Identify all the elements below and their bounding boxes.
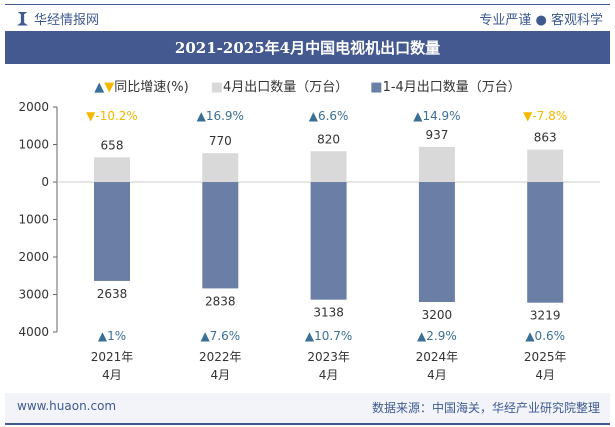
bar-cumulative (202, 182, 239, 289)
y-tick-label: 4000 (18, 325, 49, 339)
x-tick-label: 4月 (102, 368, 122, 382)
triangle-up-icon: ▲ (94, 80, 105, 95)
top-rule (5, 4, 610, 5)
x-tick-label: 4月 (319, 368, 339, 382)
bar-april (310, 151, 347, 182)
legend-growth: ▲▼同比增速(%) (94, 80, 189, 95)
growth-label-cumulative: ▲0.6% (525, 329, 565, 343)
bar-cumulative (418, 182, 455, 302)
growth-label-april: ▲16.9% (197, 109, 244, 123)
growth-label-april: ▲14.9% (413, 109, 460, 123)
chart-plot: 2000 1000 0 1000 2000 3000 4000 658 2638 ▼-10.2% ▲… (18, 100, 600, 382)
brand: 华经情报网 (17, 9, 99, 28)
growth-label-april: ▼-10.2% (86, 109, 138, 123)
y-tick-label: 3000 (18, 288, 49, 302)
y-tick-label: 2000 (18, 250, 49, 264)
data-label-cumulative: 2838 (205, 294, 236, 308)
growth-label-cumulative: ▲2.9% (417, 329, 457, 343)
data-label-april: 863 (534, 131, 557, 145)
data-label-cumulative: 3219 (530, 309, 561, 323)
square-icon: ■ (210, 80, 223, 95)
brand-name: 华经情报网 (34, 13, 100, 28)
square-icon: ■ (370, 80, 383, 95)
legend: ▲▼同比增速(%) ■4月出口数量（万台） ■1-4月出口数量（万台） (0, 76, 615, 95)
y-tick-label: 0 (41, 175, 49, 189)
growth-label-cumulative: ▲1% (98, 329, 126, 343)
bar-cumulative (310, 182, 347, 300)
footer-url[interactable]: www.huaon.com (17, 399, 117, 413)
bar-april (94, 157, 130, 182)
footer: www.huaon.com 数据来源：中国海关，华经产业研究院整理 (5, 393, 610, 425)
y-tick-label: 1000 (18, 213, 49, 227)
data-label-cumulative: 3138 (313, 306, 344, 320)
bar-april (527, 149, 564, 182)
bar-april (418, 146, 455, 182)
x-tick-label: 4月 (535, 368, 555, 382)
data-label-april: 937 (425, 128, 448, 142)
x-tick-label: 2023年 (307, 350, 350, 364)
data-label-cumulative: 3200 (422, 308, 453, 322)
x-tick-label: 4月 (210, 368, 230, 382)
data-label-cumulative: 2638 (97, 287, 128, 301)
chart-title: 2021-2025年4月中国电视机出口数量 (5, 31, 610, 64)
x-tick-label: 2021年 (91, 350, 134, 364)
x-tick-label: 4月 (427, 368, 447, 382)
footer-source: 数据来源：中国海关，华经产业研究院整理 (371, 401, 600, 415)
growth-label-april: ▼-7.8% (523, 109, 567, 123)
y-tick-label: 2000 (18, 100, 49, 114)
growth-label-april: ▲6.6% (309, 109, 349, 123)
bar-cumulative (527, 182, 564, 303)
x-tick-label: 2025年 (524, 350, 567, 364)
growth-label-cumulative: ▲7.6% (200, 329, 240, 343)
data-label-april: 658 (101, 138, 124, 152)
x-tick-label: 2024年 (416, 350, 459, 364)
logo-icon (17, 11, 28, 26)
x-tick-label: 2022年 (199, 350, 242, 364)
triangle-down-icon: ▼ (104, 80, 115, 95)
bar-cumulative (94, 182, 130, 281)
legend-april: ■4月出口数量（万台） (210, 80, 349, 95)
data-label-april: 770 (209, 134, 232, 148)
y-tick-label: 1000 (18, 138, 49, 152)
data-label-april: 820 (317, 132, 340, 146)
growth-label-cumulative: ▲10.7% (305, 329, 352, 343)
bar-april (202, 153, 239, 182)
slogan: 专业严谨 ● 客观科学 (479, 13, 603, 28)
legend-cumulative: ■1-4月出口数量（万台） (370, 80, 521, 95)
